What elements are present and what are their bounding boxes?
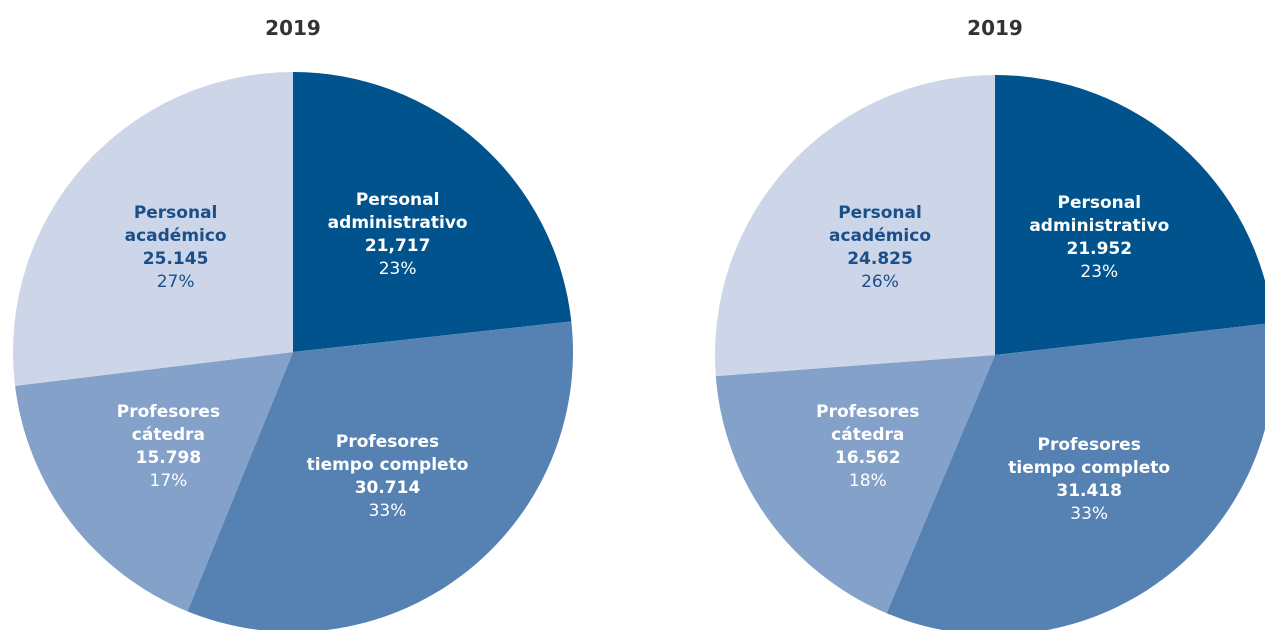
slice-label: Personal administrativo 21,717 23% <box>288 189 508 281</box>
chart-title: 2019 <box>967 16 1023 40</box>
value-label: 21,717 <box>364 236 431 257</box>
pie-slice <box>293 72 572 352</box>
value-label: 15.798 <box>135 448 202 469</box>
percent-label: 17% <box>149 471 188 492</box>
category-label: Personal administrativo <box>1029 192 1170 236</box>
category-label: Personal académico <box>124 203 227 247</box>
pie-slice <box>995 75 1265 355</box>
slice-label: Profesores tiempo completo 31.418 33% <box>979 434 1199 526</box>
percent-label: 33% <box>368 501 407 522</box>
category-label: Profesores tiempo completo <box>1008 435 1171 479</box>
pie-slice <box>187 321 573 630</box>
percent-label: 27% <box>156 272 195 293</box>
value-label: 24.825 <box>847 249 913 270</box>
percent-label: 33% <box>1070 504 1109 525</box>
percent-label: 23% <box>378 259 417 280</box>
slice-label: Personal académico 24.825 26% <box>770 202 990 294</box>
value-label: 16.562 <box>834 447 901 468</box>
value-label: 31.418 <box>1056 481 1122 502</box>
pie-slice <box>715 74 995 377</box>
value-label: 21.952 <box>1066 238 1133 259</box>
percent-label: 26% <box>861 272 899 293</box>
value-label: 25.145 <box>142 249 209 270</box>
slice-label: Profesores cátedra 15.798 17% <box>58 401 278 493</box>
pie-slice <box>886 323 1265 630</box>
chart-title: 2019 <box>265 16 321 40</box>
pie-slice <box>715 355 995 614</box>
category-label: Profesores cátedra <box>116 402 221 446</box>
value-label: 30.714 <box>354 478 421 499</box>
category-label: Personal académico <box>829 203 932 247</box>
category-label: Profesores tiempo completo <box>306 432 469 476</box>
slice-label: Profesores cátedra 16.562 18% <box>758 401 978 493</box>
pie-slice <box>15 352 294 612</box>
pie-slice <box>12 72 293 386</box>
slice-label: Personal académico 25.145 27% <box>66 202 286 294</box>
percent-label: 23% <box>1080 261 1119 282</box>
category-label: Personal administrativo <box>327 190 468 234</box>
slice-label: Personal administrativo 21.952 23% <box>989 192 1209 284</box>
category-label: Profesores cátedra <box>816 401 920 445</box>
percent-label: 18% <box>848 470 887 491</box>
slice-label: Profesores tiempo completo 30.714 33% <box>278 431 498 523</box>
